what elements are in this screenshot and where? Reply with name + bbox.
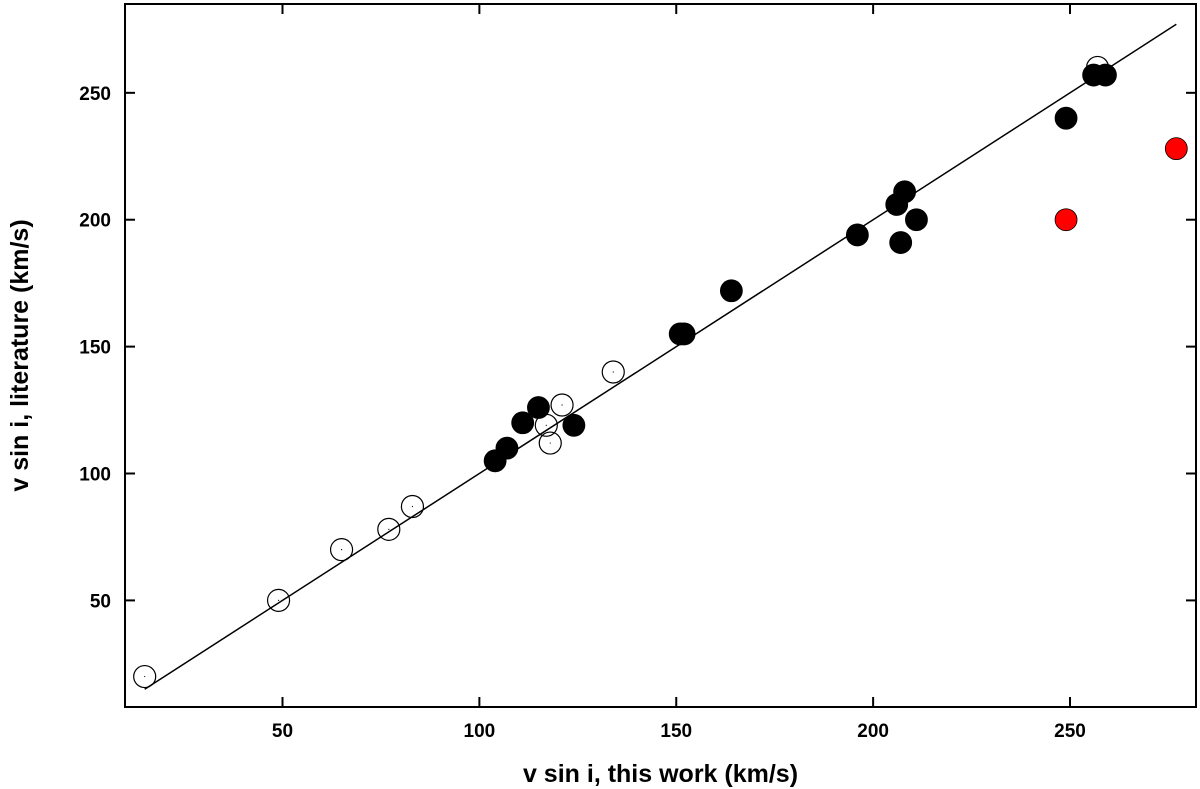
data-point-open bbox=[133, 664, 157, 689]
data-point-filled bbox=[905, 208, 928, 232]
data-point-filled bbox=[1054, 106, 1078, 130]
data-point-filled bbox=[845, 223, 869, 247]
data-point-filled bbox=[1094, 63, 1117, 87]
data-point-center-dot bbox=[612, 371, 614, 373]
data-point-red bbox=[1054, 208, 1078, 232]
data-point-filled bbox=[562, 413, 586, 437]
data-point-center-dot bbox=[340, 549, 343, 551]
data-point-filled bbox=[527, 396, 550, 419]
x-tick-label: 150 bbox=[660, 721, 692, 742]
data-point-open bbox=[400, 494, 425, 519]
data-point-center-dot bbox=[144, 675, 146, 678]
data-point-filled bbox=[893, 180, 917, 204]
data-point-open bbox=[601, 360, 625, 384]
data-point-center-dot bbox=[549, 442, 551, 444]
data-point-center-dot bbox=[277, 599, 280, 602]
plot-frame bbox=[124, 3, 1197, 708]
y-tick-label: 150 bbox=[79, 338, 111, 359]
x-tick-label: 250 bbox=[1054, 721, 1086, 742]
data-point-filled bbox=[672, 322, 696, 346]
data-point-open bbox=[550, 393, 574, 417]
data-point-center-dot bbox=[388, 528, 390, 530]
data-point-filled bbox=[495, 436, 519, 460]
reference-line bbox=[144, 23, 1177, 690]
data-point-open bbox=[266, 588, 291, 613]
data-point-filled bbox=[511, 411, 535, 435]
data-point-filled bbox=[719, 279, 743, 303]
data-point-center-dot bbox=[411, 505, 414, 508]
y-tick-label: 50 bbox=[90, 591, 111, 612]
data-point-open bbox=[538, 431, 562, 455]
y-tick-label: 250 bbox=[79, 84, 111, 105]
x-tick-label: 200 bbox=[857, 721, 889, 742]
data-points-layer bbox=[133, 55, 1188, 689]
ticks-layer: 50 100 150 200 250 50 100 150 200 250 bbox=[79, 4, 1196, 742]
y-axis-title: v sin i, literature (km/s) bbox=[6, 219, 34, 491]
data-point-open bbox=[329, 538, 354, 562]
reference-line-layer bbox=[144, 23, 1177, 690]
data-point-filled bbox=[889, 231, 913, 254]
x-tick-label: 100 bbox=[464, 721, 496, 742]
data-point-center-dot bbox=[561, 404, 563, 406]
data-point-open bbox=[377, 517, 401, 541]
x-axis-title: v sin i, this work (km/s) bbox=[523, 760, 798, 788]
data-point-red bbox=[1164, 137, 1188, 161]
y-tick-label: 100 bbox=[79, 465, 111, 486]
y-tick-label: 200 bbox=[79, 211, 111, 232]
x-tick-label: 50 bbox=[272, 721, 293, 742]
data-point-center-dot bbox=[545, 424, 547, 426]
